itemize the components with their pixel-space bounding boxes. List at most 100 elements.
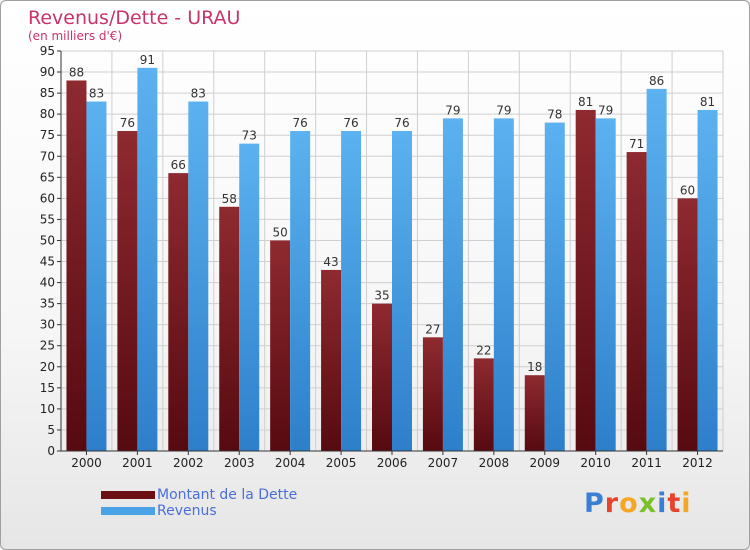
legend-swatch-dette [101, 491, 155, 499]
y-tick-label: 95 [40, 44, 55, 58]
y-tick-label: 5 [47, 423, 55, 437]
axes: 0 5 10 15 20 25 30 35 40 45 50 55 60 65 70 75 80 85 90 95 20… [40, 44, 723, 470]
x-tick-label: 2006 [377, 456, 408, 470]
data-label-revenus: 79 [445, 103, 460, 117]
proxiti-logo: Proxiti [584, 488, 692, 519]
logo-letter: i [657, 488, 668, 519]
x-tick-label: 2007 [428, 456, 459, 470]
data-label-revenus: 86 [649, 74, 664, 88]
data-label-revenus: 76 [343, 116, 358, 130]
bar-revenus [697, 109, 718, 452]
bar-revenus [188, 101, 209, 452]
bar-revenus [392, 131, 412, 451]
data-label-revenus: 79 [598, 103, 613, 117]
y-tick-label: 40 [40, 276, 55, 290]
data-label-dette: 71 [629, 137, 644, 151]
legend-swatch-revenus [101, 507, 155, 515]
bar-dette [677, 198, 698, 451]
y-tick-label: 55 [40, 212, 55, 226]
data-label-revenus: 91 [140, 53, 155, 67]
y-tick-label: 65 [40, 170, 55, 184]
logo-letter: x [638, 488, 658, 519]
legend-label-dette: Montant de la Dette [157, 487, 298, 503]
bar-revenus [646, 88, 667, 451]
logo-letter: o [619, 488, 639, 519]
bars [66, 67, 718, 452]
y-tick-label: 75 [40, 128, 55, 142]
bar-revenus [595, 118, 616, 452]
data-label-dette: 22 [476, 343, 491, 357]
y-tick-label: 45 [40, 255, 55, 269]
data-label-revenus: 78 [547, 108, 562, 122]
bar-dette [575, 109, 596, 452]
y-tick-label: 35 [40, 297, 55, 311]
bar-revenus [493, 118, 514, 452]
y-tick-label: 60 [40, 191, 55, 205]
y-tick-label: 20 [40, 360, 55, 374]
data-label-dette: 27 [425, 322, 440, 336]
y-tick-label: 80 [40, 107, 55, 121]
data-label-revenus: 81 [700, 95, 715, 109]
x-tick-label: 2009 [529, 456, 560, 470]
bar-dette [117, 131, 138, 451]
data-label-revenus: 83 [191, 87, 206, 101]
x-tick-label: 2010 [580, 456, 611, 470]
data-labels: 88 83 76 91 66 83 58 73 50 76 43 76 35 76 27 79 22 79 18 78… [69, 53, 715, 374]
bar-revenus [341, 131, 362, 451]
x-tick-label: 2012 [682, 456, 713, 470]
bar-dette [168, 173, 189, 451]
bar-dette [270, 240, 291, 451]
data-label-dette: 50 [273, 225, 288, 239]
y-tick-label: 30 [40, 318, 55, 332]
data-label-dette: 66 [171, 158, 186, 172]
data-label-dette: 81 [578, 95, 593, 109]
data-label-dette: 76 [120, 116, 135, 130]
logo-letter: P [584, 488, 605, 519]
bar-dette [372, 303, 392, 451]
logo-letter: t [667, 488, 682, 519]
bar-revenus [239, 143, 260, 451]
bar-revenus [290, 131, 311, 451]
chart-title: Revenus/Dette - URAU [28, 7, 241, 29]
data-label-dette: 43 [323, 255, 338, 269]
data-label-dette: 35 [374, 289, 389, 303]
data-label-revenus: 79 [496, 103, 511, 117]
y-tick-label: 85 [40, 86, 55, 100]
x-tick-label: 2003 [224, 456, 255, 470]
data-label-dette: 60 [680, 183, 695, 197]
x-tick-label: 2011 [631, 456, 662, 470]
data-label-dette: 18 [527, 360, 542, 374]
x-tick-label: 2000 [71, 456, 102, 470]
y-tick-label: 25 [40, 339, 55, 353]
y-tick-label: 10 [40, 402, 55, 416]
y-tick-label: 90 [40, 65, 55, 79]
x-tick-label: 2002 [173, 456, 204, 470]
data-label-revenus: 73 [242, 129, 257, 143]
bar-dette [524, 375, 545, 451]
data-label-dette: 88 [69, 65, 84, 79]
data-label-revenus: 76 [293, 116, 308, 130]
data-label-dette: 58 [222, 192, 237, 206]
bar-dette [422, 337, 443, 451]
bar-revenus [544, 122, 565, 451]
x-tick-label: 2004 [275, 456, 306, 470]
x-tick-label: 2001 [122, 456, 153, 470]
y-tick-label: 70 [40, 149, 55, 163]
y-tick-label: 50 [40, 233, 55, 247]
y-tick-label: 15 [40, 381, 55, 395]
bar-dette [321, 269, 342, 451]
bar-dette [219, 206, 240, 451]
chart-subtitle: (en milliers d'€) [28, 29, 123, 43]
x-tick-label: 2008 [479, 456, 510, 470]
bar-revenus [442, 118, 463, 452]
bar-dette [626, 152, 647, 452]
logo-letter: i [681, 488, 692, 519]
bar-revenus [137, 67, 158, 451]
data-label-revenus: 76 [394, 116, 409, 130]
legend-label-revenus: Revenus [157, 503, 217, 519]
y-tick-label: 0 [47, 444, 55, 458]
data-label-revenus: 83 [89, 87, 104, 101]
bar-dette [473, 358, 494, 451]
